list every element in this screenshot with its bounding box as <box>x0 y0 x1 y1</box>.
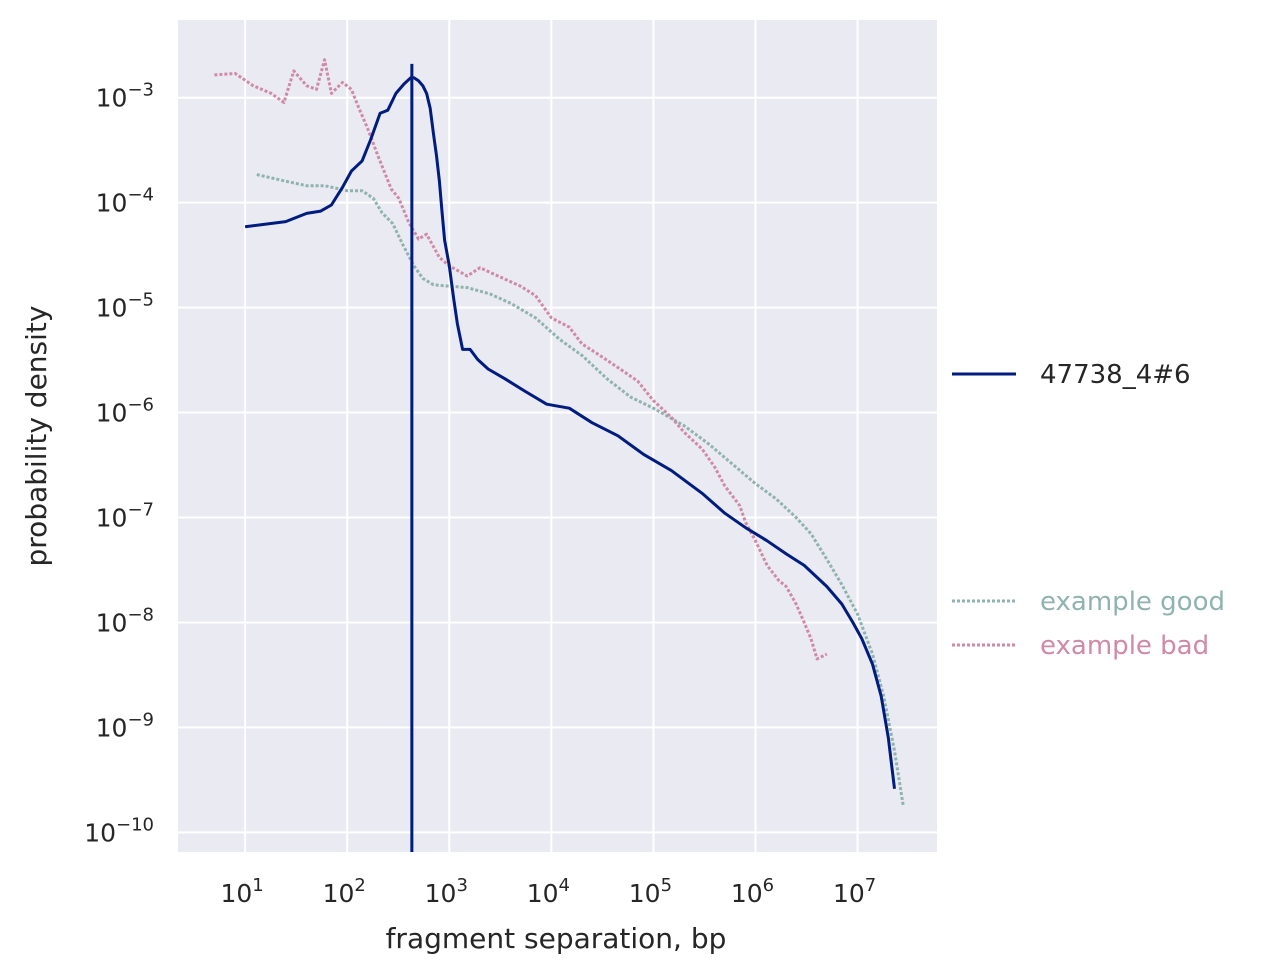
legend-item: example bad <box>952 631 1209 661</box>
legend-label: example bad <box>1040 631 1209 661</box>
series-line-example-bad <box>214 58 828 661</box>
y-axis-label: probability density <box>20 306 53 567</box>
y-tick-label: 10−3 <box>96 80 154 113</box>
x-tick-label: 107 <box>833 875 876 908</box>
plot-background <box>178 20 937 852</box>
plot-area <box>178 20 937 852</box>
x-tick-label: 104 <box>527 875 570 908</box>
legend-label: example good <box>1040 587 1225 617</box>
y-tick-label: 10−8 <box>96 604 154 637</box>
legend-label: 47738_4#6 <box>1040 360 1191 390</box>
y-tick-label: 10−7 <box>96 500 154 533</box>
legend-item: 47738_4#6 <box>952 360 1191 390</box>
y-tick-label: 10−10 <box>84 814 154 847</box>
y-tick-label: 10−6 <box>96 395 154 428</box>
y-axis: 10−3 10−4 10−5 10−6 10−7 10−8 10−9 10−10 <box>84 80 154 848</box>
x-tick-label: 103 <box>425 875 468 908</box>
y-tick-label: 10−4 <box>96 185 154 218</box>
x-axis: 101 102 103 104 105 106 107 <box>220 875 876 908</box>
x-tick-label: 101 <box>220 875 263 908</box>
x-tick-label: 106 <box>731 875 774 908</box>
y-tick-label: 10−9 <box>96 709 154 742</box>
series-line-example-good <box>256 173 905 806</box>
x-tick-label: 102 <box>323 875 366 908</box>
legend-item: example good <box>952 587 1225 617</box>
series-line-47738-4-6 <box>244 76 896 789</box>
x-axis-label: fragment separation, bp <box>386 922 727 955</box>
y-tick-label: 10−5 <box>96 290 154 323</box>
x-tick-label: 105 <box>629 875 672 908</box>
